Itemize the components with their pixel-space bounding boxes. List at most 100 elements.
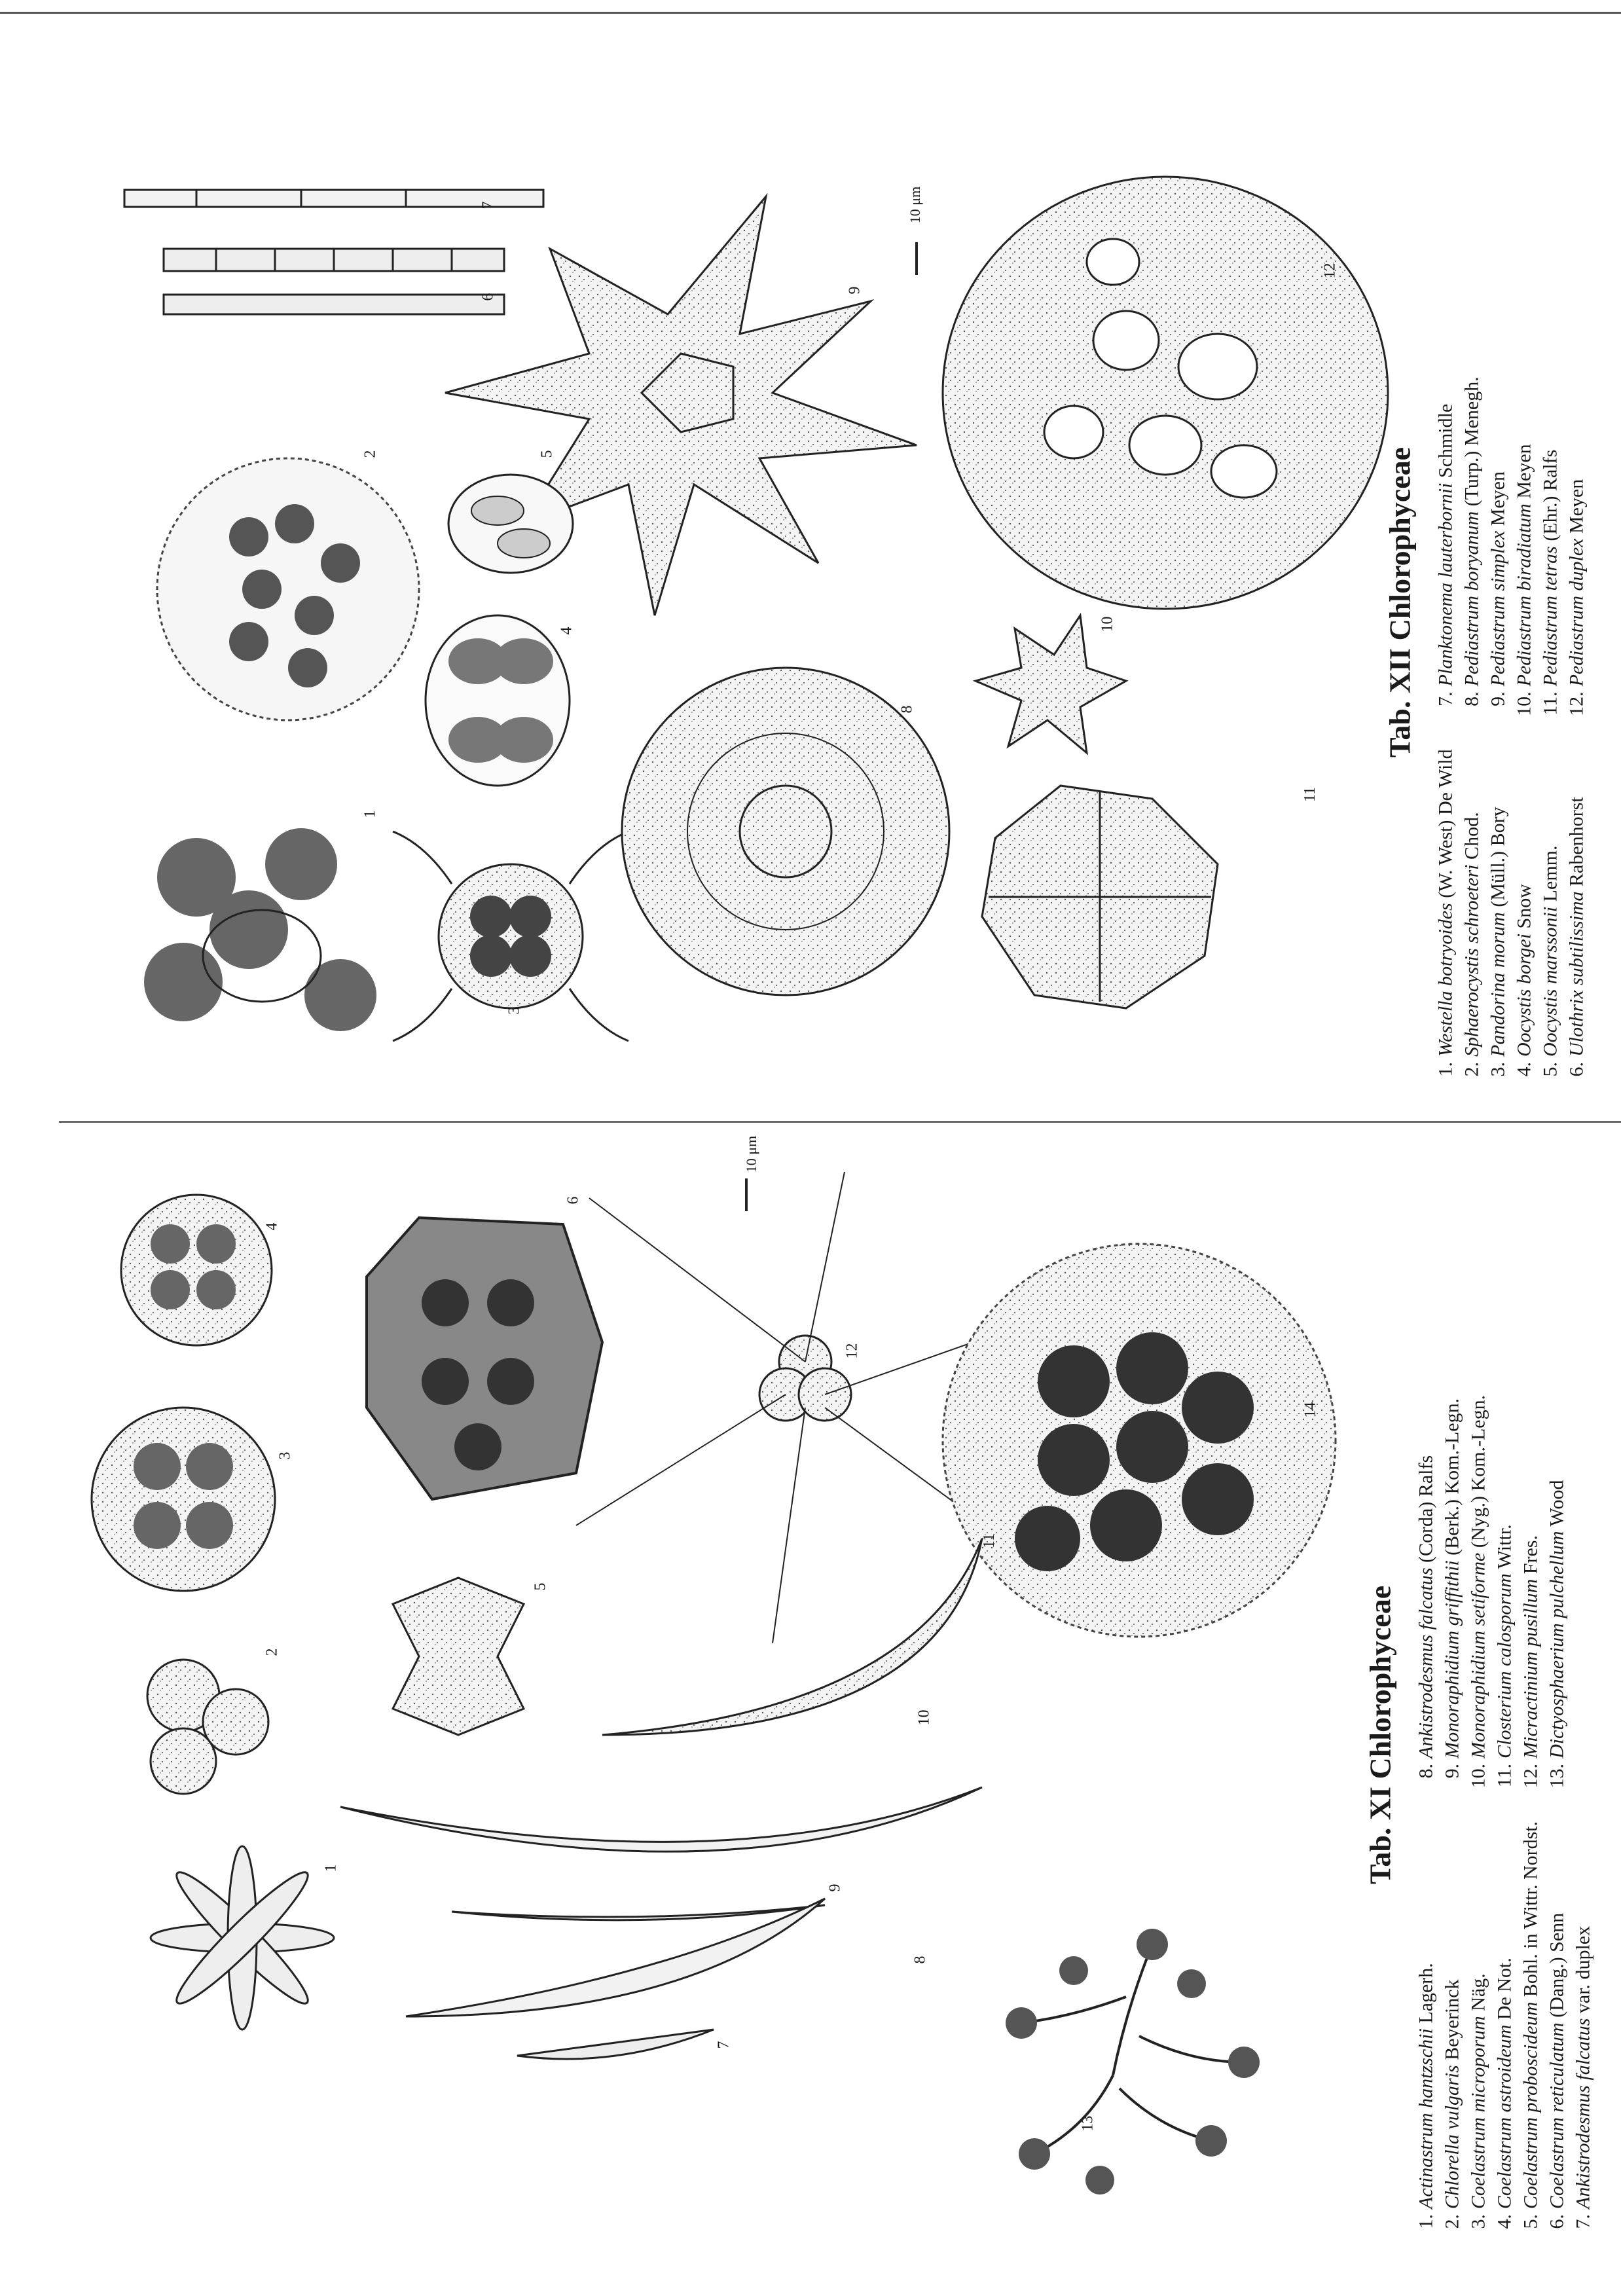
- plate-xi-title: Tab. XI Chlorophyceae: [1363, 1585, 1397, 1885]
- plate-xi-figure-number: 13: [1079, 2115, 1097, 2132]
- plate-xi-figure-number: 5: [532, 1582, 549, 1591]
- legend-entry-species: Ulothrix subtilissima: [1565, 891, 1588, 1057]
- legend-entry-authority: Lemm.: [1539, 845, 1561, 902]
- plate-xi-legend-right: 8.Ankistrodesmus falcatus (Corda) Ralfs 9…: [1413, 1395, 1597, 1795]
- legend-entry: 6. Coelastrum reticulatum (Dang.) Senn: [1544, 1821, 1571, 2246]
- plate-xi-figure-number: 10: [915, 1709, 933, 1726]
- plate-xi: 4 6 12 14 3 5 2 11 10 9 8 7 1 13 10 μm T…: [0, 1133, 1621, 2285]
- legend-entry-species: Dictyosphaerium pulchellum: [1546, 1531, 1568, 1758]
- plate-xi-figure-number: 3: [276, 1451, 294, 1460]
- legend-entry: 8. Ankistrodesmus falcatus (Corda) Ralfs: [1413, 1395, 1440, 1795]
- plate-xi-figure-number: 14: [1302, 1402, 1319, 1418]
- plate-xii-illustrations: [123, 175, 1389, 1042]
- plate-xii-figure-number: 12: [1321, 263, 1339, 279]
- plate-xi-figure-number: 12: [843, 1343, 861, 1359]
- plate-xi-figure-number: 2: [263, 1648, 281, 1656]
- figure-pandorina-morum: [392, 830, 629, 1042]
- plate-xii-figure-number: 2: [361, 450, 379, 458]
- legend-entry-species: Oocystis borgei: [1513, 933, 1535, 1057]
- legend-entry-number: 4.: [1513, 1062, 1535, 1077]
- legend-entry: 5. Oocystis marssonii Lemm.: [1538, 749, 1564, 1093]
- legend-entry-authority: (Berk.) Kom.-Legn.: [1441, 1398, 1463, 1556]
- figure-micractinium-pusillum: [575, 1171, 1048, 1644]
- plate-xi-figure-number: 7: [715, 2041, 733, 2049]
- legend-entry-species: Coelastrum proboscideum: [1520, 2001, 1542, 2209]
- legend-entry-number: 2.: [1461, 1062, 1483, 1077]
- plate-xi-figure-number: 9: [826, 1884, 844, 1892]
- legend-entry-authority: Näg.: [1467, 1973, 1489, 2011]
- legend-entry-authority: Chod.: [1461, 812, 1483, 860]
- legend-entry-species: Oocystis marssonii: [1539, 906, 1561, 1057]
- plate-xii-figure-number: 11: [1302, 786, 1319, 803]
- legend-entry-authority: Wittr.: [1493, 1524, 1516, 1569]
- legend-entry-species: Monoraphidium griffithii: [1441, 1560, 1463, 1758]
- legend-entry-number: 11.: [1493, 1763, 1516, 1788]
- legend-entry-authority: (Müll.) Bory: [1487, 807, 1509, 907]
- plate-xi-figure-number: 6: [564, 1196, 582, 1205]
- legend-entry-number: 1.: [1415, 2214, 1437, 2229]
- legend-entry-species: Pediastrum biradiatum: [1513, 503, 1535, 687]
- figure-pediastrum-tetras: [981, 784, 1219, 1010]
- figure-closterium-calosporum: [602, 1538, 983, 1736]
- figure-ankistrodesmus-duplex: [517, 2028, 714, 2060]
- legend-entry-number: 9.: [1441, 1763, 1463, 1779]
- legend-entry: 8. Pediastrum boryanum (Turp.) Menegh.: [1459, 376, 1485, 723]
- legend-entry-species: Coelastrum microporum: [1467, 2016, 1489, 2209]
- plate-xi-figure-number: 11: [981, 1533, 998, 1549]
- plate-xi-caption: Tab. XI Chlorophyceae 1. Actinastrum hant…: [1349, 1218, 1611, 2252]
- legend-entry: 3. Pandorina morum (Müll.) Bory: [1485, 749, 1512, 1093]
- plate-xii-title: Tab. XII Chlorophyceae: [1383, 446, 1417, 758]
- legend-entry-species: Closterium calosporum: [1493, 1573, 1516, 1758]
- plate-xii-figure-number: 9: [846, 286, 864, 295]
- legend-entry-number: 8.: [1461, 691, 1483, 706]
- figure-coelastrum-astroideum: [120, 1194, 273, 1347]
- legend-entry-number: 10.: [1513, 691, 1535, 716]
- plate-xi-figure-number: 4: [263, 1222, 281, 1231]
- figure-dictyosphaerium-pulchellum: [1006, 1929, 1260, 2195]
- legend-entry-species: Micractinium pusillum: [1520, 1578, 1542, 1758]
- legend-entry: 6. Ulothrix subtilissima Rabenhorst: [1564, 749, 1590, 1093]
- legend-entry: 13. Dictyosphaerium pulchellum Wood: [1544, 1395, 1571, 1795]
- legend-entry-authority: Meyen: [1487, 471, 1509, 526]
- legend-entry-authority: Fres.: [1520, 1535, 1542, 1575]
- legend-entry-number: 8.: [1415, 1763, 1437, 1779]
- legend-entry-authority: (Turp.) Menegh.: [1461, 376, 1483, 507]
- plate-xii-scale-label: 10 μm: [907, 186, 924, 224]
- legend-entry-species: Monoraphidium setiforme: [1467, 1552, 1489, 1758]
- legend-entry: 11. Pediastrum tetras (Ehr.) Ralfs: [1538, 376, 1564, 723]
- plate-divider: [59, 1121, 1621, 1123]
- plate-xii-legend-right: 7. Planktonema lauterbornii Schmidle 8. Ped…: [1433, 376, 1590, 723]
- legend-entry-species: Pediastrum duplex: [1565, 538, 1588, 687]
- legend-entry-species: Ankistrodesmus falcatus: [1415, 1567, 1437, 1758]
- plate-xi-scale-label: 10 μm: [743, 1135, 760, 1173]
- plate-xii-figure-number: 8: [898, 705, 916, 714]
- legend-entry-number: 3.: [1487, 1062, 1509, 1077]
- plate-xii-figure-number: 7: [479, 201, 497, 210]
- legend-entry-authority: Meyen: [1565, 479, 1588, 534]
- legend-entry-species: Ankistrodesmus falcatus: [1572, 2018, 1594, 2209]
- legend-entry-species: Chlorella vulgaris: [1441, 2065, 1463, 2209]
- legend-entry: 4. Oocystis borgei Snow: [1512, 749, 1538, 1093]
- legend-entry-species: Actinastrum hantzschii: [1415, 2028, 1437, 2209]
- legend-entry: 12. Pediastrum duplex Meyen: [1564, 376, 1590, 723]
- figure-coelastrum-reticulatum: [365, 1216, 604, 1501]
- figure-planktonema-filament: [123, 189, 545, 208]
- figure-monoraphidium-griffithii: [451, 1904, 826, 1922]
- legend-entry-species: Pediastrum boryanum: [1461, 511, 1483, 687]
- legend-entry-number: 3.: [1467, 2214, 1489, 2229]
- legend-entry: 12. Micractinium pusillum Fres.: [1518, 1395, 1544, 1795]
- legend-entry: 7. Planktonema lauterbornii Schmidle: [1433, 376, 1459, 723]
- legend-entry-number: 5.: [1520, 2214, 1542, 2229]
- legend-entry-number: 4.: [1493, 2214, 1516, 2229]
- legend-entry-number: 2.: [1441, 2214, 1463, 2229]
- figure-pediastrum-biradiatum: [972, 612, 1129, 756]
- legend-entry-species: Sphaerocystis schroeteri: [1461, 864, 1483, 1057]
- legend-entry: 9. Monoraphidium griffithii (Berk.) Kom.-…: [1440, 1395, 1466, 1795]
- plate-xii-legend-left: 1.Westella botryoides (W. West) De Wild 2…: [1433, 749, 1590, 1093]
- legend-entry: 11. Closterium calosporum Wittr.: [1492, 1395, 1518, 1795]
- legend-entry-authority: Meyen: [1513, 444, 1535, 499]
- legend-entry-species: Westella botryoides: [1434, 903, 1457, 1057]
- legend-entry-species: Pediastrum tetras: [1539, 546, 1561, 687]
- legend-entry-authority: Beyerinck: [1441, 1979, 1463, 2060]
- figure-coelastrum-microporum: [90, 1406, 276, 1592]
